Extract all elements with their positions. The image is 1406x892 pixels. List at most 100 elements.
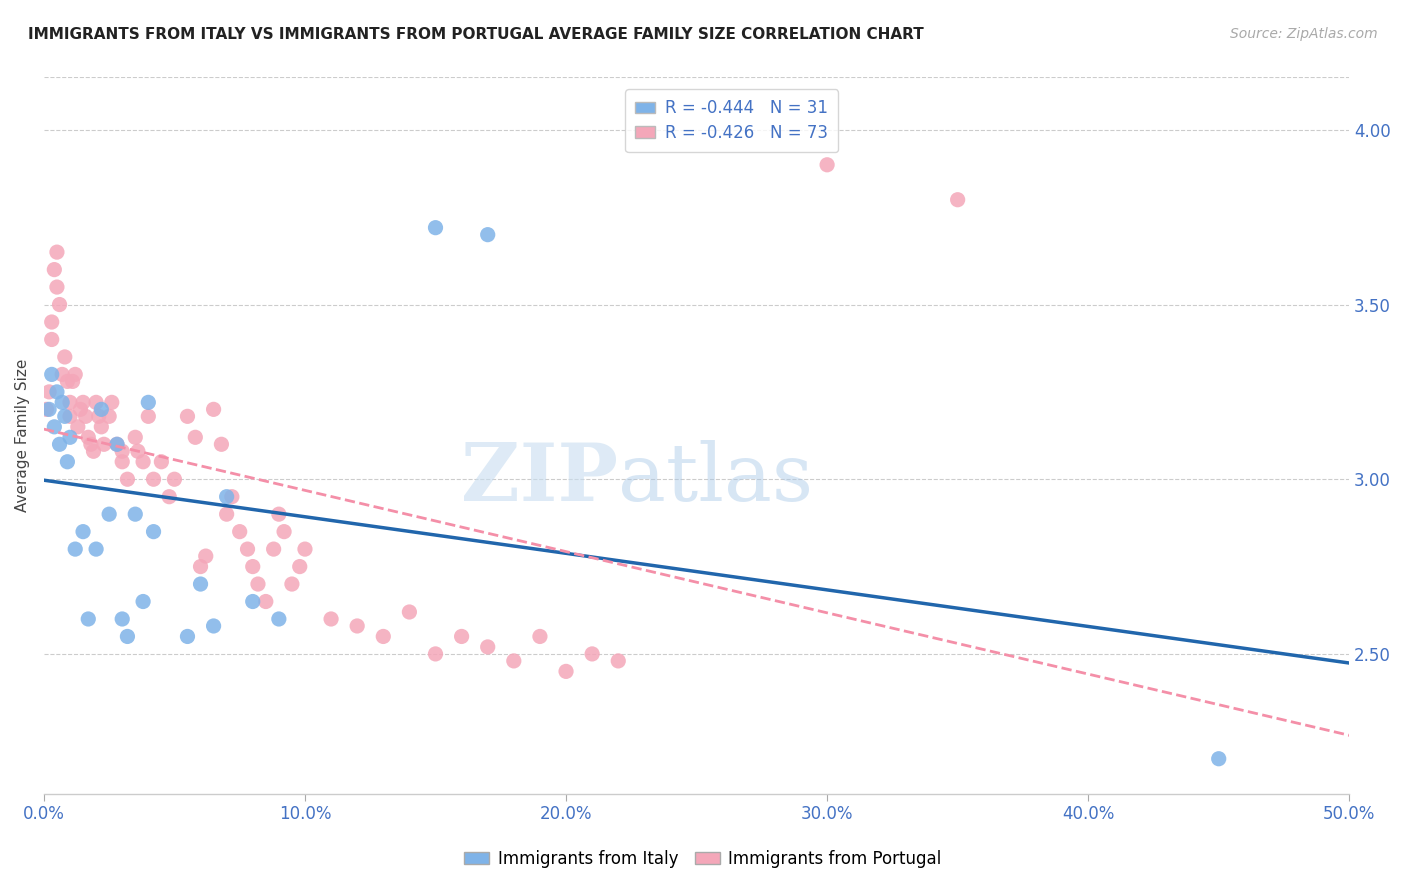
Point [142,472,165,486]
Point [62,375,84,389]
Point [69,402,91,417]
Point [190,559,212,574]
Point [127,444,149,458]
Point [267,507,290,521]
Point [346,619,368,633]
Point [215,507,238,521]
Point [38,402,60,417]
Point [294,542,316,557]
Point [1208,752,1230,766]
Point [53,409,76,424]
Point [319,612,342,626]
Point [111,455,134,469]
Point [555,665,578,679]
Point [194,549,217,563]
Point [90,402,112,417]
Point [529,630,551,644]
Point [202,619,225,633]
Point [45,280,67,294]
Point [477,640,499,654]
Point [946,193,969,207]
Point [41,368,63,382]
Point [51,368,73,382]
Point [59,409,82,424]
Point [48,297,70,311]
Point [132,455,155,469]
Point [124,507,146,521]
Point [82,444,104,458]
Point [281,577,304,591]
Point [581,647,603,661]
Point [202,402,225,417]
Point [477,227,499,242]
Point [502,654,524,668]
Text: IMMIGRANTS FROM ITALY VS IMMIGRANTS FROM PORTUGAL AVERAGE FAMILY SIZE CORRELATIO: IMMIGRANTS FROM ITALY VS IMMIGRANTS FROM… [28,27,924,42]
Point [59,430,82,444]
Point [84,395,107,409]
Point [242,594,264,608]
Point [84,542,107,557]
Point [142,524,165,539]
Point [236,542,259,557]
Legend: R = -0.444   N = 31, R = -0.426   N = 73: R = -0.444 N = 31, R = -0.426 N = 73 [626,89,838,152]
Point [98,507,121,521]
Point [228,524,250,539]
Point [273,524,295,539]
Point [254,594,277,608]
Point [93,437,115,451]
Point [63,542,86,557]
Point [190,577,212,591]
Point [132,594,155,608]
Point [150,455,173,469]
Point [45,245,67,260]
Point [215,490,238,504]
Point [105,437,128,451]
Point [815,158,838,172]
Point [56,455,79,469]
Point [176,409,198,424]
Point [100,395,122,409]
Point [263,542,285,557]
Point [41,333,63,347]
Point [72,395,94,409]
Point [246,577,269,591]
Point [373,630,395,644]
Point [56,375,79,389]
Y-axis label: Average Family Size: Average Family Size [15,359,30,512]
Point [41,315,63,329]
Point [136,395,159,409]
Point [59,395,82,409]
Point [53,350,76,364]
Point [87,409,110,424]
Point [221,490,243,504]
Point [105,437,128,451]
Point [450,630,472,644]
Point [136,409,159,424]
Legend: Immigrants from Italy, Immigrants from Portugal: Immigrants from Italy, Immigrants from P… [458,844,948,875]
Point [242,559,264,574]
Point [124,430,146,444]
Point [77,430,100,444]
Point [111,444,134,458]
Point [44,262,66,277]
Point [45,384,67,399]
Point [77,612,100,626]
Point [72,524,94,539]
Point [288,559,311,574]
Point [90,420,112,434]
Point [209,437,232,451]
Point [184,430,207,444]
Point [35,402,58,417]
Point [48,437,70,451]
Point [98,409,121,424]
Point [267,612,290,626]
Point [176,630,198,644]
Point [425,220,447,235]
Text: atlas: atlas [619,440,814,517]
Point [163,472,186,486]
Point [75,409,97,424]
Point [63,368,86,382]
Point [51,395,73,409]
Point [44,420,66,434]
Point [117,472,139,486]
